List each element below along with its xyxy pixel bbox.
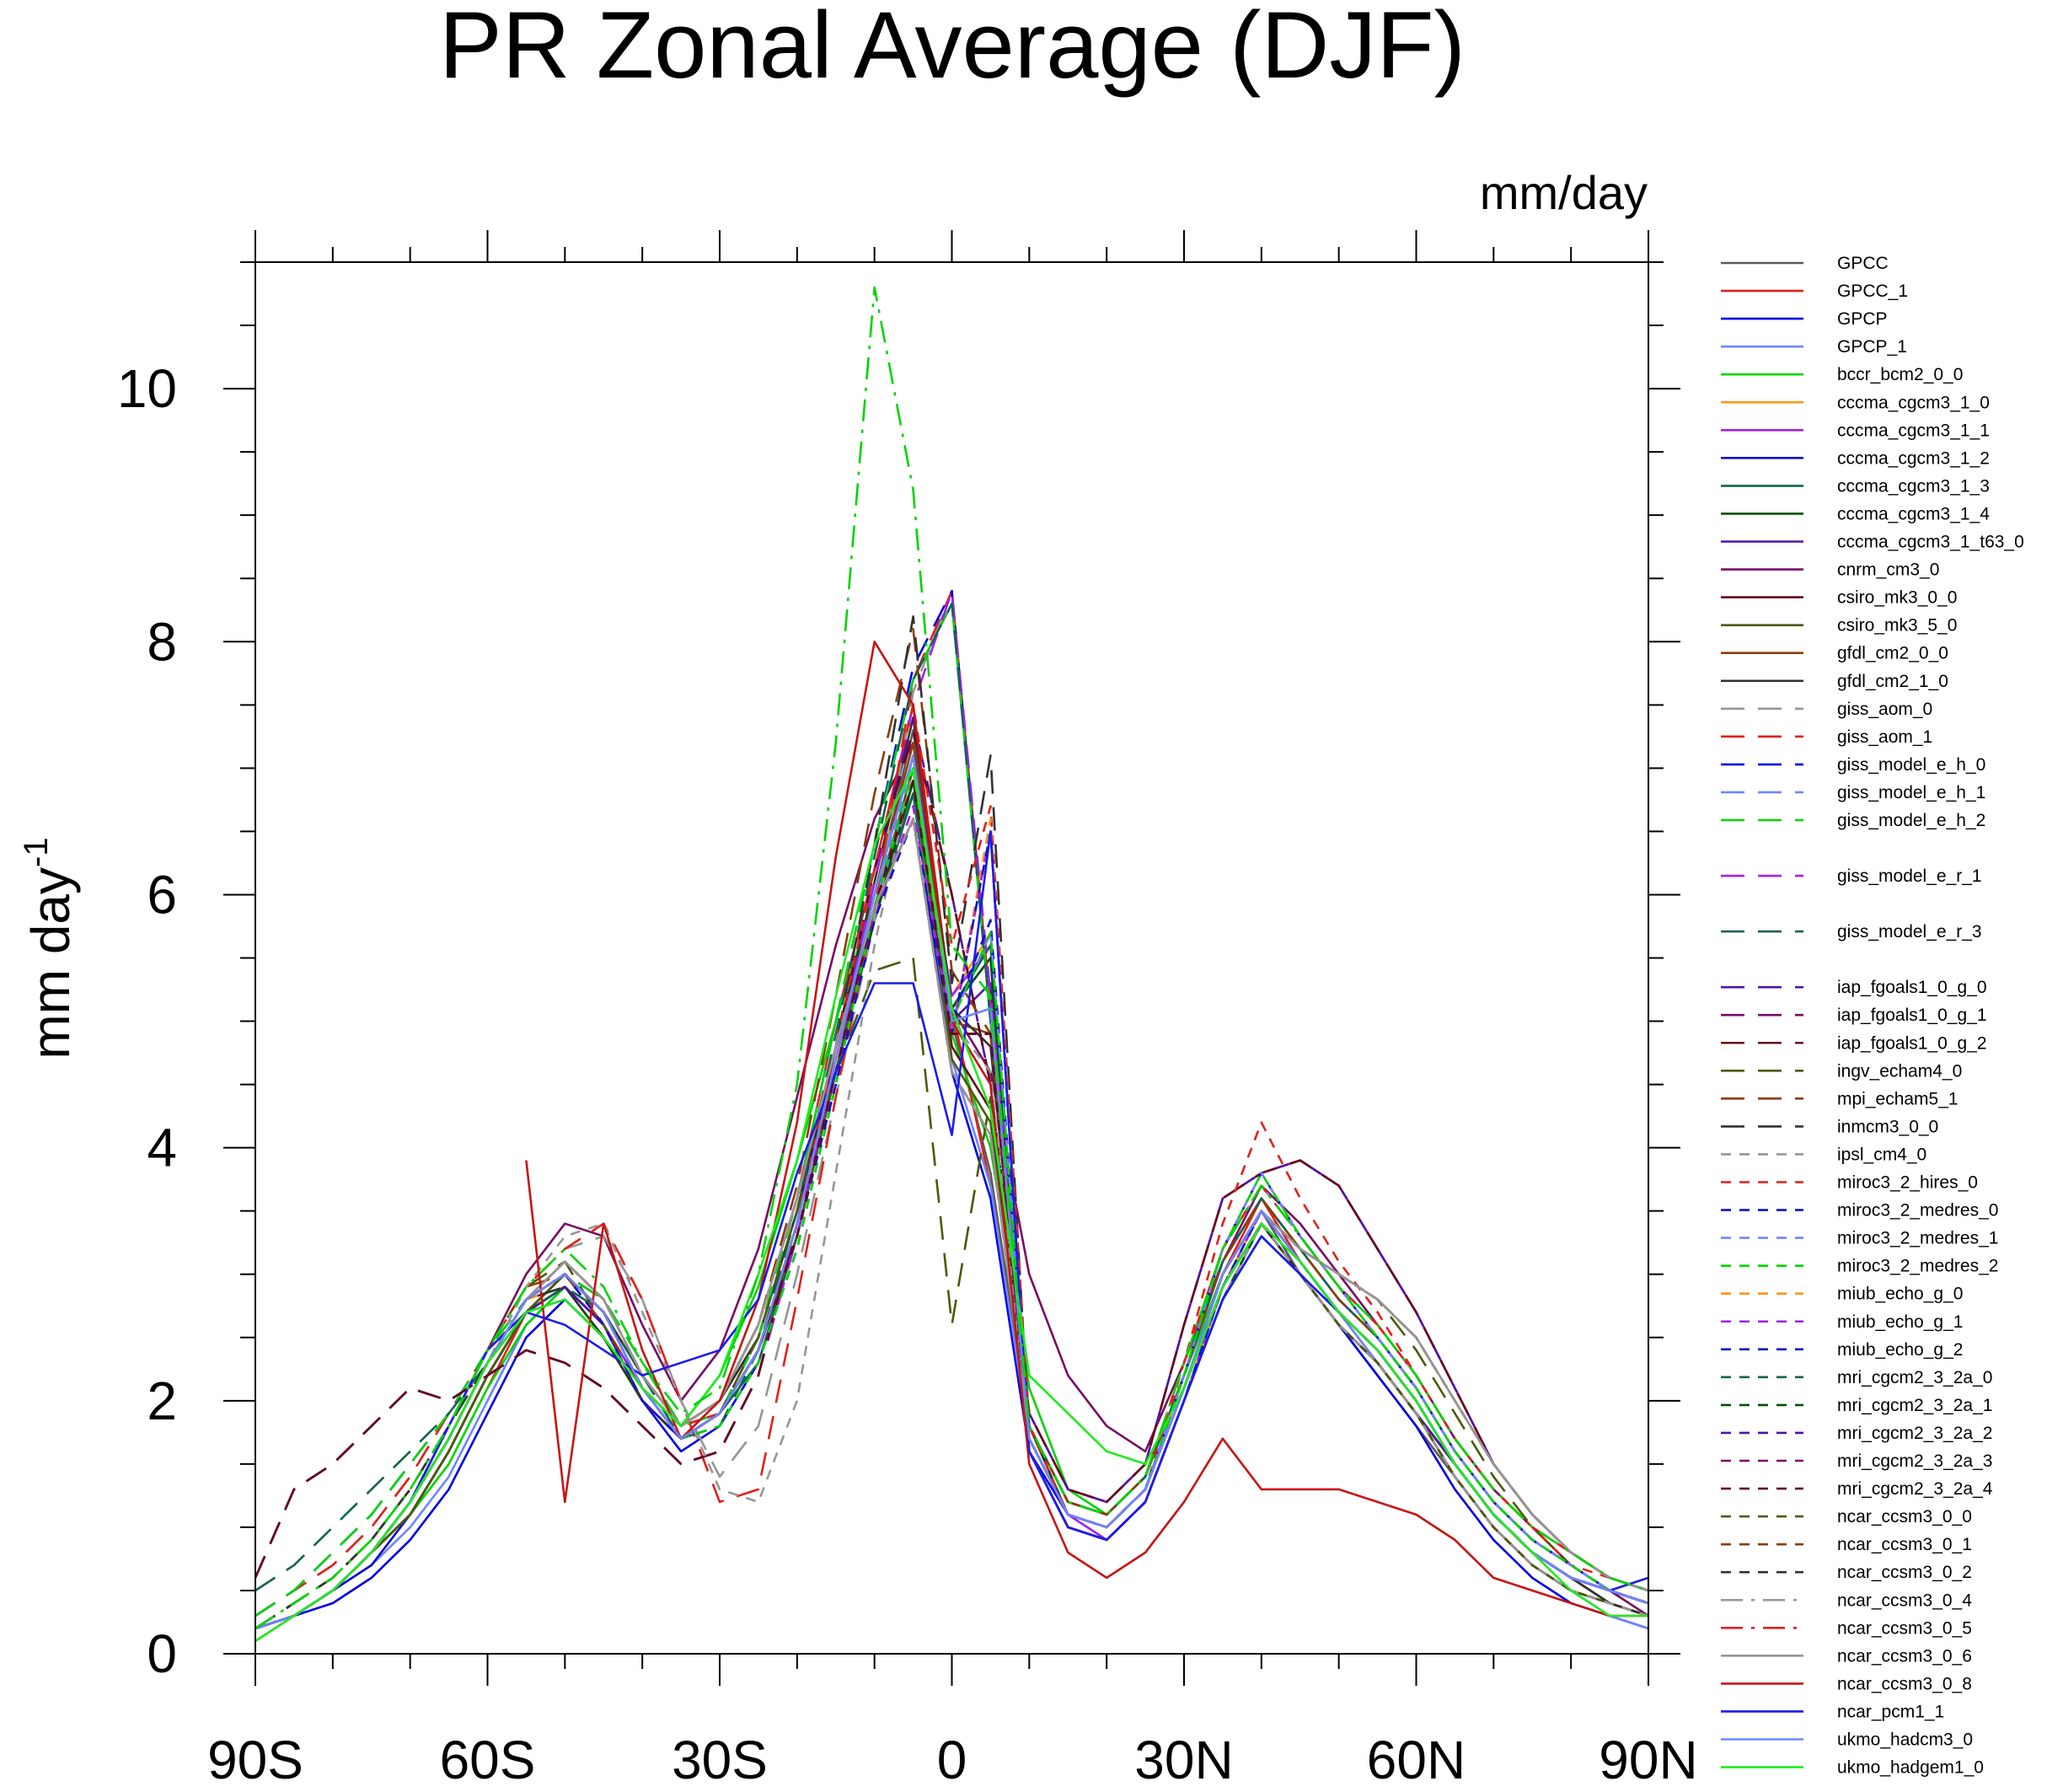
y-tick-label: 8 [147, 611, 177, 672]
series-line-ukmo-hadgem1-0 [255, 767, 1648, 1643]
legend-label: mri_cgcm2_3_2a_0 [1837, 1368, 1992, 1387]
legend: GPCC GPCC_1 GPCP GPCP_1 bccr_bcm2_0_0 cccma_c… [1721, 254, 2024, 1778]
x-tick-label: 60N [1367, 1730, 1466, 1788]
x-tick-label: 0 [937, 1730, 967, 1788]
legend-label: iap_fgoals1_0_g_1 [1837, 1006, 1987, 1025]
y-tick-label: 2 [147, 1371, 177, 1431]
chart-title: PR Zonal Average (DJF) [439, 0, 1466, 98]
legend-label: GPCP_1 [1837, 337, 1907, 357]
legend-label: giss_model_e_r_3 [1837, 922, 1982, 942]
y-axis-label-exponent: -1 [18, 837, 55, 867]
legend-label: ukmo_hadgem1_0 [1837, 1758, 1984, 1778]
legend-label: giss_model_e_r_1 [1837, 866, 1982, 886]
legend-label: csiro_mk3_0_0 [1837, 588, 1957, 608]
legend-label: csiro_mk3_5_0 [1837, 616, 1957, 636]
legend-label: ncar_ccsm3_0_8 [1837, 1674, 1972, 1693]
legend-label: mpi_echam5_1 [1837, 1089, 1959, 1108]
series-line-ncar-ccsm3-0-8 [525, 641, 1648, 1618]
x-tick-label: 30N [1134, 1730, 1233, 1788]
legend-label: ncar_ccsm3_0_0 [1837, 1507, 1972, 1526]
x-tick-label: 90S [207, 1730, 303, 1788]
legend-label: cccma_cgcm3_1_2 [1837, 448, 1990, 468]
y-tick-label: 6 [147, 864, 177, 925]
legend-label: giss_model_e_h_2 [1837, 811, 1985, 830]
legend-label: cccma_cgcm3_1_4 [1837, 504, 1990, 523]
legend-label: miroc3_2_medres_2 [1837, 1257, 1998, 1276]
y-tick-label: 0 [147, 1623, 177, 1684]
legend-label: ncar_ccsm3_0_6 [1837, 1646, 1972, 1666]
series-line-extra-0 [255, 286, 1649, 1630]
y-axis-label-base: mm day [20, 867, 81, 1060]
legend-label: giss_aom_1 [1837, 727, 1932, 747]
legend-label: miub_echo_g_0 [1837, 1285, 1963, 1304]
legend-label: ncar_ccsm3_0_4 [1837, 1591, 1972, 1610]
legend-label: ncar_pcm1_1 [1837, 1702, 1944, 1721]
x-tick-label: 30S [672, 1730, 768, 1788]
major-ticks [223, 230, 1680, 1686]
legend-label: bccr_bcm2_0_0 [1837, 365, 1963, 384]
legend-label: ingv_echam4_0 [1837, 1061, 1962, 1081]
legend-label: miroc3_2_medres_0 [1837, 1201, 1998, 1221]
units-label: mm/day [1480, 166, 1648, 219]
legend-label: giss_aom_0 [1837, 700, 1932, 719]
legend-label: giss_model_e_h_0 [1837, 755, 1985, 775]
legend-label: iap_fgoals1_0_g_0 [1837, 978, 1987, 997]
legend-label: GPCP [1837, 309, 1888, 329]
y-tick-labels: 0 2 4 6 8 10 [117, 358, 177, 1684]
legend-label: miub_echo_g_2 [1837, 1340, 1963, 1360]
x-tick-label: 90N [1599, 1730, 1697, 1788]
legend-label: mri_cgcm2_3_2a_3 [1837, 1451, 1992, 1471]
series-lines [254, 286, 1649, 1643]
legend-label: gfdl_cm2_0_0 [1837, 644, 1948, 663]
legend-label: inmcm3_0_0 [1837, 1117, 1938, 1136]
legend-label: ipsl_cm4_0 [1837, 1145, 1926, 1164]
minor-ticks [240, 247, 1664, 1669]
legend-label: miroc3_2_medres_1 [1837, 1229, 1998, 1248]
legend-label: gfdl_cm2_1_0 [1837, 672, 1948, 691]
x-tick-label: 60S [440, 1730, 536, 1788]
y-tick-label: 4 [147, 1118, 177, 1178]
legend-label: ncar_ccsm3_0_5 [1837, 1618, 1972, 1638]
legend-label: ncar_ccsm3_0_2 [1837, 1563, 1972, 1582]
y-axis-label: mm day-1 [18, 837, 81, 1059]
legend-label: cccma_cgcm3_1_t63_0 [1837, 533, 2024, 552]
legend-label: giss_model_e_h_1 [1837, 783, 1985, 802]
legend-label: GPCC_1 [1837, 282, 1908, 301]
series-line-iap-fgoals1-0-g-2 [254, 729, 1649, 1592]
legend-label: cccma_cgcm3_1_0 [1837, 393, 1990, 412]
legend-label: miroc3_2_hires_0 [1837, 1173, 1978, 1193]
legend-label: cnrm_cm3_0 [1837, 561, 1939, 580]
legend-label: mri_cgcm2_3_2a_1 [1837, 1396, 1992, 1415]
y-axis-label-group: mm day-1 [18, 837, 81, 1059]
x-tick-labels: 90S 60S 30S 0 30N 60N 90N [207, 1730, 1698, 1790]
series-line-ingv-echam4-0 [255, 957, 1649, 1630]
legend-label: GPCC [1837, 254, 1889, 273]
legend-label: iap_fgoals1_0_g_2 [1837, 1033, 1987, 1053]
legend-label: mri_cgcm2_3_2a_4 [1837, 1479, 1993, 1499]
legend-label: cccma_cgcm3_1_3 [1837, 476, 1990, 496]
y-tick-label: 10 [117, 358, 177, 419]
legend-label: ncar_ccsm3_0_1 [1837, 1535, 1972, 1554]
legend-label: mri_cgcm2_3_2a_2 [1837, 1424, 1992, 1443]
plot-frame [255, 261, 1649, 1655]
legend-label: ukmo_hadcm3_0 [1837, 1730, 1973, 1750]
legend-label: miub_echo_g_1 [1837, 1312, 1963, 1332]
legend-label: cccma_cgcm3_1_1 [1837, 421, 1990, 440]
